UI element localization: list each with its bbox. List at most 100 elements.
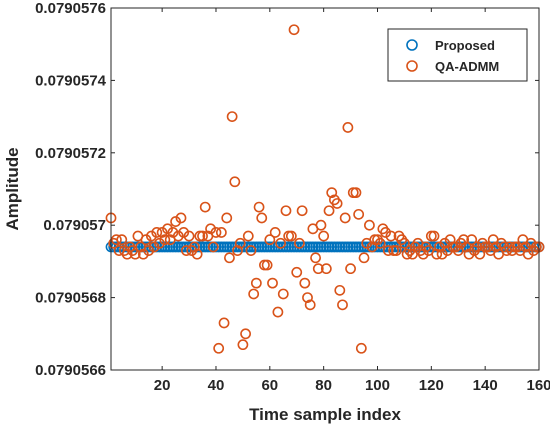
x-tick-label: 20 (154, 377, 171, 394)
data-point (178, 227, 190, 238)
data-point (224, 252, 235, 264)
data-point (315, 219, 327, 231)
data-point (221, 212, 233, 224)
data-point (299, 277, 311, 289)
data-point (250, 277, 262, 289)
data-point (207, 241, 219, 253)
data-point (213, 342, 225, 354)
data-point (148, 241, 160, 253)
data-point (205, 223, 216, 235)
data-point (172, 230, 184, 242)
data-point (210, 227, 222, 238)
data-point (156, 227, 168, 238)
data-point (275, 237, 286, 249)
legend: Proposed QA-ADMM (387, 28, 528, 82)
data-point (380, 227, 391, 238)
y-axis: 0.0790566 0.0790568 0.079057 0.0790572 0.079… (35, 0, 539, 379)
data-point (121, 248, 133, 260)
data-point (399, 237, 410, 249)
y-tick-label: 0.0790566 (35, 362, 106, 379)
data-point (280, 205, 292, 217)
legend-box (387, 28, 528, 82)
data-point (242, 230, 254, 242)
data-point (129, 248, 141, 260)
data-point (232, 245, 243, 256)
data-point (269, 227, 281, 238)
y-tick-label: 0.079057 (43, 217, 106, 234)
data-point (382, 245, 394, 256)
data-point (215, 227, 227, 238)
data-point (237, 339, 249, 351)
data-point (458, 234, 470, 246)
data-point (337, 299, 348, 311)
data-point (145, 230, 157, 242)
data-point (167, 227, 179, 238)
data-point (304, 299, 316, 311)
data-point (326, 187, 338, 199)
data-point (331, 198, 343, 209)
data-point (436, 248, 448, 260)
plot-frame (110, 7, 540, 371)
data-point (296, 205, 308, 217)
data-point (444, 234, 456, 246)
data-point (364, 219, 375, 231)
legend-label-qa-admm: QA-ADMM (435, 59, 499, 74)
data-point (334, 284, 346, 296)
y-tick-label: 0.0790572 (35, 145, 106, 162)
data-point (267, 277, 278, 289)
data-point (522, 248, 534, 260)
data-point (342, 122, 354, 133)
data-point (240, 328, 251, 340)
legend-marker-proposed (406, 39, 418, 51)
y-tick-label: 0.0790574 (35, 72, 107, 89)
data-point (264, 234, 276, 246)
legend-marker-qa-admm (406, 60, 418, 72)
data-point (197, 230, 208, 242)
x-tick-label: 120 (419, 377, 444, 394)
data-point (355, 342, 367, 354)
data-point (291, 266, 303, 278)
data-point (353, 208, 365, 220)
data-point (374, 237, 386, 249)
series-qa-admm (105, 24, 545, 354)
data-point (358, 252, 370, 264)
data-point (466, 234, 478, 246)
data-point (261, 259, 273, 271)
data-point (154, 237, 165, 249)
data-point (428, 230, 440, 242)
data-point (339, 212, 351, 224)
data-point (385, 230, 397, 242)
data-point (159, 234, 171, 246)
data-point (463, 248, 475, 260)
series-layer (105, 24, 545, 354)
data-point (183, 230, 195, 242)
x-tick-label: 40 (208, 377, 225, 394)
x-tick-label: 140 (473, 377, 498, 394)
x-tick-label: 80 (315, 377, 332, 394)
y-tick-label: 0.0790576 (35, 0, 106, 17)
data-point (288, 24, 300, 36)
data-point (191, 248, 203, 260)
data-point (323, 205, 335, 217)
data-point (350, 187, 362, 199)
data-point (302, 292, 313, 303)
data-point (140, 234, 152, 246)
data-point (345, 263, 356, 275)
x-axis: 20 40 60 80 100 120 140 160 (154, 8, 550, 394)
data-point (320, 263, 332, 275)
data-point (248, 288, 260, 300)
data-point (116, 234, 128, 246)
data-point (294, 237, 305, 249)
data-point (312, 263, 324, 275)
data-point (431, 248, 443, 260)
data-point (189, 241, 200, 253)
data-point (256, 212, 268, 224)
data-point (151, 227, 163, 238)
data-point (490, 241, 502, 253)
data-point (277, 288, 289, 300)
data-point (471, 241, 483, 253)
data-point (310, 252, 321, 264)
data-point (226, 111, 238, 122)
x-axis-label: Time sample index (249, 405, 401, 424)
